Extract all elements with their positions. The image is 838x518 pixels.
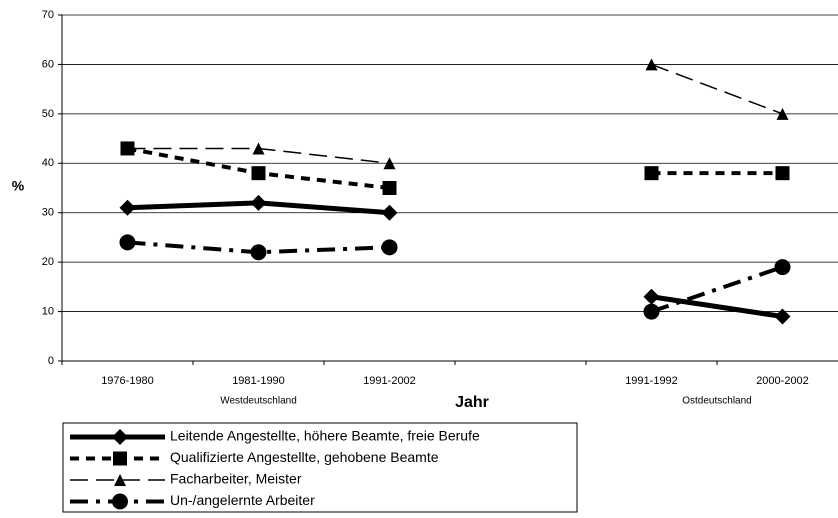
point — [382, 181, 397, 195]
group-label: Ostdeutschland — [682, 396, 752, 407]
point — [776, 107, 789, 120]
x-axis-title: Jahr — [455, 394, 489, 411]
legend-label: Facharbeiter, Meister — [170, 471, 302, 487]
point — [774, 259, 791, 276]
y-tick-label: 10 — [42, 305, 54, 317]
x-tick-label: 2000-2002 — [756, 375, 809, 387]
point — [381, 239, 398, 256]
point — [250, 244, 267, 261]
point — [774, 308, 791, 325]
legend-label: Leitende Angestellte, höhere Beamte, fre… — [170, 428, 480, 444]
legend-marker — [114, 474, 126, 486]
x-tick-label: 1991-2002 — [363, 375, 416, 387]
point — [119, 234, 136, 251]
point — [121, 142, 134, 155]
point — [383, 157, 396, 170]
legend-marker — [112, 429, 128, 445]
point — [251, 166, 266, 181]
point — [645, 58, 658, 71]
point — [250, 194, 267, 211]
legend-label: Qualifizierte Angestellte, gehobene Beam… — [170, 449, 439, 465]
y-tick-label: 0 — [48, 355, 54, 367]
y-tick-label: 70 — [42, 9, 54, 21]
legend-label: Un-/angelernte Arbeiter — [170, 492, 315, 508]
point — [644, 166, 659, 181]
y-axis-title: % — [12, 178, 25, 194]
x-tick-label: 1991-1992 — [625, 375, 678, 387]
point — [775, 166, 790, 181]
y-tick-label: 50 — [42, 108, 54, 120]
y-tick-label: 30 — [42, 207, 54, 219]
point — [119, 199, 136, 216]
y-tick-label: 60 — [42, 58, 54, 70]
point — [381, 204, 398, 221]
legend-marker — [112, 493, 128, 510]
y-tick-label: 40 — [42, 157, 54, 169]
x-tick-label: 1981-1990 — [232, 375, 285, 387]
y-tick-label: 20 — [42, 256, 54, 268]
point — [643, 288, 660, 305]
x-tick-label: 1976-1980 — [101, 375, 154, 387]
point — [252, 142, 265, 155]
point — [643, 303, 660, 320]
group-label: Westdeutschland — [220, 396, 297, 407]
legend-marker — [113, 451, 127, 466]
